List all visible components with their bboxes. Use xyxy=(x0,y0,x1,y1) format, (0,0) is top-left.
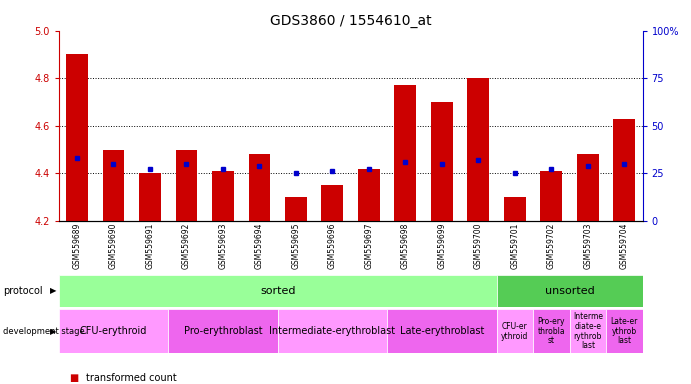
Text: Late-erythroblast: Late-erythroblast xyxy=(399,326,484,336)
Bar xyxy=(249,154,270,221)
Bar xyxy=(59,275,497,307)
Bar xyxy=(139,173,161,221)
Text: ▶: ▶ xyxy=(50,327,57,336)
Text: CFU-er
ythroid: CFU-er ythroid xyxy=(501,322,529,341)
Bar xyxy=(358,169,380,221)
Bar xyxy=(497,309,533,353)
Text: sorted: sorted xyxy=(260,286,296,296)
Bar xyxy=(467,78,489,221)
Bar xyxy=(395,85,417,221)
Text: ▶: ▶ xyxy=(50,286,57,295)
Text: transformed count: transformed count xyxy=(86,373,177,383)
Bar xyxy=(102,149,124,221)
Bar xyxy=(321,185,343,221)
Bar xyxy=(540,171,562,221)
Bar xyxy=(212,171,234,221)
Bar xyxy=(431,102,453,221)
Text: Pro-ery
throbla
st: Pro-ery throbla st xyxy=(538,317,565,345)
Text: Intermediate-erythroblast: Intermediate-erythroblast xyxy=(269,326,395,336)
Bar xyxy=(606,309,643,353)
Bar xyxy=(66,55,88,221)
Bar xyxy=(504,197,526,221)
Text: Pro-erythroblast: Pro-erythroblast xyxy=(184,326,263,336)
Bar xyxy=(168,309,278,353)
Bar xyxy=(387,309,497,353)
Text: ■: ■ xyxy=(69,373,78,383)
Bar xyxy=(285,197,307,221)
Text: Late-er
ythrob
last: Late-er ythrob last xyxy=(611,317,638,345)
Bar xyxy=(614,119,635,221)
Bar xyxy=(577,154,599,221)
Text: unsorted: unsorted xyxy=(545,286,594,296)
Bar xyxy=(176,149,198,221)
Text: protocol: protocol xyxy=(3,286,43,296)
Bar xyxy=(533,309,569,353)
Text: CFU-erythroid: CFU-erythroid xyxy=(79,326,147,336)
Bar xyxy=(59,309,168,353)
Text: development stage: development stage xyxy=(3,327,85,336)
Bar xyxy=(569,309,606,353)
Title: GDS3860 / 1554610_at: GDS3860 / 1554610_at xyxy=(270,14,431,28)
Text: Interme
diate-e
rythrob
last: Interme diate-e rythrob last xyxy=(573,312,603,350)
Bar xyxy=(278,309,387,353)
Bar xyxy=(497,275,643,307)
